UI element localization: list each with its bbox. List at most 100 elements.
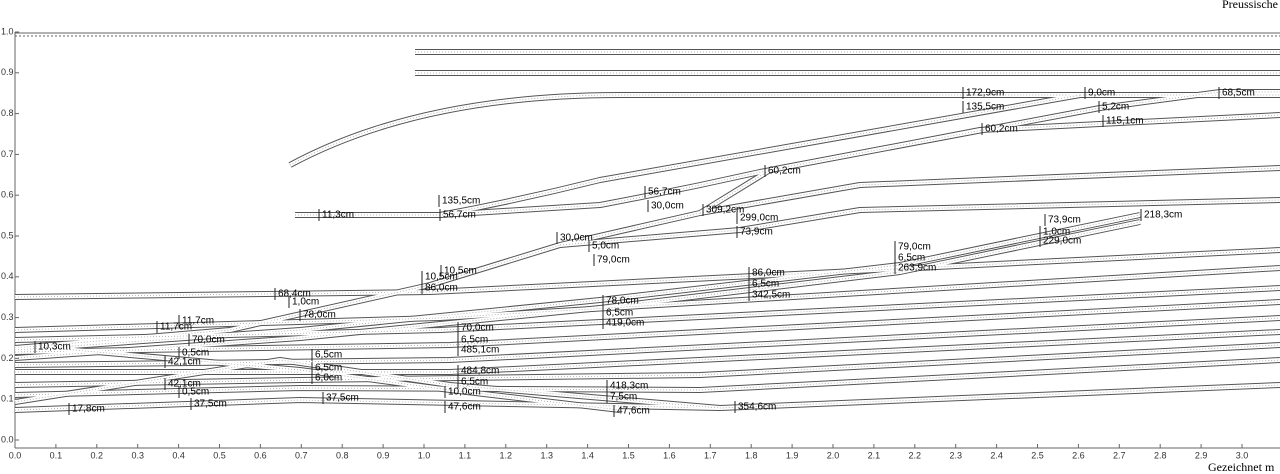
length-label: 37,5cm	[326, 393, 359, 404]
length-label: 6,5cm	[752, 279, 779, 290]
header-title: Preussische	[1222, 0, 1278, 11]
length-label: 11,7cm	[160, 322, 192, 333]
length-label: 5,2cm	[1102, 102, 1129, 113]
x-tick-label: 0.5	[213, 450, 226, 460]
length-label: 309,2cm	[706, 205, 744, 216]
x-tick-label: 2.1	[868, 450, 881, 460]
length-label: 10,5cm	[425, 272, 458, 283]
length-label: 115,1cm	[1106, 116, 1144, 127]
x-tick-label: 2.5	[1031, 450, 1044, 460]
track-center	[14, 359, 1280, 396]
track-center	[14, 317, 1280, 366]
length-label: 10,3cm	[38, 342, 71, 353]
track-center	[289, 94, 1280, 166]
length-label: 70,0cm	[192, 335, 225, 346]
length-label: 1,0cm	[292, 297, 319, 308]
length-label: 79,0cm	[597, 255, 630, 266]
length-label: 5,0cm	[592, 241, 619, 252]
x-tick-label: 2.8	[1154, 450, 1167, 460]
x-tick-label: 1.8	[745, 450, 758, 460]
track-center	[39, 346, 621, 411]
length-label: 17,8cm	[72, 404, 105, 415]
length-label: 79,0cm	[898, 242, 931, 253]
length-label: 11,7cm	[182, 316, 214, 327]
length-label: 418,3cm	[610, 381, 648, 392]
track-center	[14, 249, 1280, 298]
length-label: 78,0cm	[606, 296, 639, 307]
x-tick-label: 3.0	[1236, 450, 1249, 460]
length-label: 73,9cm	[1048, 215, 1081, 226]
x-tick-label: 0.2	[91, 450, 104, 460]
x-tick-label: 2.2	[909, 450, 922, 460]
x-tick-label: 2.6	[1072, 450, 1085, 460]
x-tick-label: 0.3	[131, 450, 144, 460]
x-tick-label: 2.3	[949, 450, 962, 460]
x-tick-label: 1.4	[581, 450, 594, 460]
x-tick-label: 0.1	[50, 450, 63, 460]
length-label: 342,5cm	[752, 290, 790, 301]
length-label: 56,7cm	[648, 187, 681, 198]
length-label: 419,0cm	[606, 318, 644, 329]
length-label: 42,1cm	[168, 357, 201, 368]
length-label: 135,5cm	[442, 196, 480, 207]
length-label: 6,5cm	[315, 350, 342, 361]
length-label: 30,0cm	[560, 233, 593, 244]
footer-text: Gezeichnet m	[1208, 460, 1275, 474]
length-label: 6,5cm	[461, 377, 488, 388]
x-tick-label: 0.9	[377, 450, 390, 460]
x-tick-label: 0.0	[9, 450, 22, 460]
length-label: 37,5cm	[194, 399, 227, 410]
y-tick-label: 0.4	[1, 271, 14, 281]
x-tick-label: 1.7	[704, 450, 717, 460]
track-inner	[295, 113, 1280, 217]
length-label: 47,6cm	[617, 406, 650, 417]
length-label: 6,0cm	[315, 373, 342, 384]
x-tick-label: 2.9	[1195, 450, 1208, 460]
y-tick-label: 0.7	[1, 149, 14, 159]
y-tick-label: 0.1	[1, 394, 14, 404]
length-label: 42,1cm	[168, 379, 201, 390]
x-tick-label: 2.0	[827, 450, 840, 460]
x-tick-label: 1.9	[786, 450, 799, 460]
length-label: 172,9cm	[966, 88, 1004, 99]
length-label: 56,7cm	[443, 210, 476, 221]
length-label: 135,5cm	[966, 102, 1004, 113]
length-label: 6,5cm	[461, 335, 488, 346]
y-tick-label: 0.8	[1, 108, 14, 118]
y-tick-label: 0.3	[1, 312, 14, 322]
y-tick-label: 0.2	[1, 353, 14, 363]
length-label: 68,4cm	[278, 289, 311, 300]
length-label: 86,0cm	[425, 283, 458, 294]
x-tick-label: 0.7	[295, 450, 308, 460]
x-tick-label: 0.8	[336, 450, 349, 460]
length-label: 6,5cm	[606, 308, 633, 319]
length-label: 9,0cm	[1088, 88, 1115, 99]
track-center	[14, 301, 1280, 353]
length-label: 68,5cm	[1222, 88, 1255, 99]
track-center	[559, 199, 1280, 246]
length-label: 11,3cm	[322, 210, 354, 221]
x-tick-label: 1.6	[663, 450, 676, 460]
length-label: 47,6cm	[448, 402, 481, 413]
track-center	[14, 287, 1280, 341]
length-label: 73,9cm	[740, 227, 773, 238]
x-tick-label: 1.3	[540, 450, 553, 460]
length-label: 1,0cm	[1043, 227, 1070, 238]
x-tick-label: 0.4	[172, 450, 185, 460]
x-tick-label: 1.5	[622, 450, 635, 460]
x-tick-label: 1.2	[500, 450, 513, 460]
x-tick-label: 0.6	[254, 450, 267, 460]
length-label: 218,3cm	[1144, 210, 1182, 221]
x-tick-label: 2.4	[990, 450, 1003, 460]
length-label: 70,0cm	[461, 323, 494, 334]
y-tick-label: 0.9	[1, 67, 14, 77]
track-center	[14, 359, 721, 409]
track-center	[14, 344, 1280, 386]
y-tick-label: 0.5	[1, 230, 14, 240]
length-label: 0,5cm	[182, 387, 209, 398]
length-label: 78,0cm	[303, 310, 336, 321]
x-tick-label: 1.1	[459, 450, 472, 460]
length-label: 30,0cm	[651, 201, 684, 212]
length-label: 10,0cm	[448, 387, 481, 398]
length-label: 10,5cm	[444, 266, 477, 277]
